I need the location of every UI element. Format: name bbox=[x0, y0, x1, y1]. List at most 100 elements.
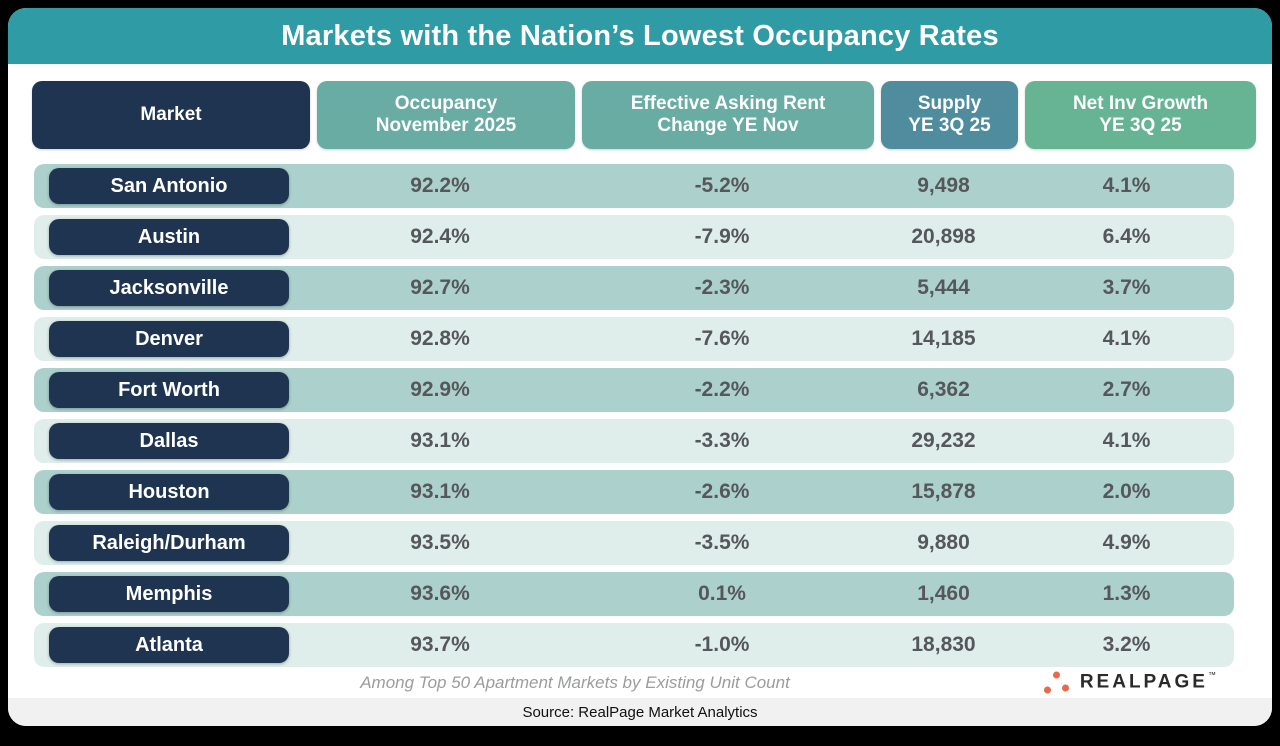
occupancy-value: 93.1% bbox=[410, 429, 470, 452]
market-cell: Raleigh/Durham bbox=[34, 521, 304, 565]
header-occupancy-line2: November 2025 bbox=[375, 115, 517, 136]
market-pill: Denver bbox=[49, 321, 289, 357]
footer: Among Top 50 Apartment Markets by Existi… bbox=[8, 667, 1272, 698]
realpage-logo-text: REALPAGE™ bbox=[1079, 670, 1216, 693]
header-occupancy: Occupancy November 2025 bbox=[317, 81, 575, 149]
table-row: Houston 93.1% -2.6% 15,878 2.0% bbox=[34, 470, 1234, 514]
market-cell: Jacksonville bbox=[34, 266, 304, 310]
net-inv-growth-value: 6.4% bbox=[1102, 225, 1151, 248]
net-inv-growth-value: 4.1% bbox=[1102, 429, 1151, 452]
table-row: Fort Worth 92.9% -2.2% 6,362 2.7% bbox=[34, 368, 1234, 412]
supply-value: 14,185 bbox=[911, 327, 976, 350]
market-cell: Atlanta bbox=[34, 623, 304, 667]
net-inv-growth-value: 4.1% bbox=[1102, 327, 1151, 350]
occupancy-value: 92.7% bbox=[410, 276, 470, 299]
market-name: Fort Worth bbox=[118, 378, 220, 401]
header-market: Market bbox=[32, 81, 310, 149]
occupancy-value: 93.6% bbox=[410, 582, 470, 605]
infographic-card: Markets with the Nation’s Lowest Occupan… bbox=[8, 8, 1272, 726]
rent-change-value: -2.6% bbox=[694, 480, 750, 503]
market-pill: Austin bbox=[49, 219, 289, 255]
market-name: Raleigh/Durham bbox=[92, 531, 246, 554]
market-cell: Houston bbox=[34, 470, 304, 514]
header-rent-line2: Change YE Nov bbox=[657, 115, 799, 136]
occupancy-value: 92.2% bbox=[410, 174, 470, 197]
supply-value: 6,362 bbox=[917, 378, 970, 401]
market-pill: Fort Worth bbox=[49, 372, 289, 408]
market-name: Dallas bbox=[139, 429, 199, 452]
market-name: Houston bbox=[128, 480, 210, 503]
table-row: Memphis 93.6% 0.1% 1,460 1.3% bbox=[34, 572, 1234, 616]
realpage-logo: REALPAGE™ bbox=[1043, 669, 1216, 696]
rent-change-value: 0.1% bbox=[698, 582, 746, 605]
table-row: Atlanta 93.7% -1.0% 18,830 3.2% bbox=[34, 623, 1234, 667]
header-rent-change: Effective Asking Rent Change YE Nov bbox=[582, 81, 874, 149]
market-cell: San Antonio bbox=[34, 164, 304, 208]
occupancy-value: 93.1% bbox=[410, 480, 470, 503]
net-inv-growth-value: 3.2% bbox=[1102, 633, 1151, 656]
market-name: Memphis bbox=[125, 582, 213, 605]
supply-value: 29,232 bbox=[911, 429, 976, 452]
supply-value: 15,878 bbox=[911, 480, 976, 503]
title-bar: Markets with the Nation’s Lowest Occupan… bbox=[8, 8, 1272, 64]
table-row: Austin 92.4% -7.9% 20,898 6.4% bbox=[34, 215, 1234, 259]
source-bar: Source: RealPage Market Analytics bbox=[8, 698, 1272, 726]
table-body: San Antonio 92.2% -5.2% 9,498 4.1% Austi… bbox=[34, 164, 1234, 667]
net-inv-growth-value: 4.1% bbox=[1102, 174, 1151, 197]
supply-value: 20,898 bbox=[911, 225, 976, 248]
header-net-inv-growth: Net Inv Growth YE 3Q 25 bbox=[1025, 81, 1256, 149]
trademark-symbol: ™ bbox=[1208, 670, 1216, 680]
header-supply-line2: YE 3Q 25 bbox=[908, 115, 991, 136]
table-header-row: Market Occupancy November 2025 Effective… bbox=[32, 81, 1272, 149]
market-cell: Dallas bbox=[34, 419, 304, 463]
supply-value: 18,830 bbox=[911, 633, 976, 656]
occupancy-value: 92.4% bbox=[410, 225, 470, 248]
market-pill: Jacksonville bbox=[49, 270, 289, 306]
header-supply: Supply YE 3Q 25 bbox=[881, 81, 1018, 149]
supply-value: 1,460 bbox=[917, 582, 970, 605]
net-inv-growth-value: 3.7% bbox=[1102, 276, 1151, 299]
source-text: Source: RealPage Market Analytics bbox=[522, 703, 758, 721]
header-occupancy-line1: Occupancy bbox=[394, 92, 498, 114]
header-market-label: Market bbox=[140, 103, 202, 125]
market-cell: Memphis bbox=[34, 572, 304, 616]
market-pill: San Antonio bbox=[49, 168, 289, 204]
occupancy-value: 93.5% bbox=[410, 531, 470, 554]
rent-change-value: -7.6% bbox=[694, 327, 750, 350]
supply-value: 9,498 bbox=[917, 174, 970, 197]
table-row: Dallas 93.1% -3.3% 29,232 4.1% bbox=[34, 419, 1234, 463]
table-row: San Antonio 92.2% -5.2% 9,498 4.1% bbox=[34, 164, 1234, 208]
rent-change-value: -2.2% bbox=[694, 378, 750, 401]
supply-value: 9,880 bbox=[917, 531, 970, 554]
occupancy-value: 92.9% bbox=[410, 378, 470, 401]
supply-value: 5,444 bbox=[917, 276, 970, 299]
market-name: San Antonio bbox=[110, 174, 228, 197]
occupancy-value: 93.7% bbox=[410, 633, 470, 656]
table-row: Jacksonville 92.7% -2.3% 5,444 3.7% bbox=[34, 266, 1234, 310]
market-cell: Fort Worth bbox=[34, 368, 304, 412]
page-title: Markets with the Nation’s Lowest Occupan… bbox=[281, 19, 999, 52]
net-inv-growth-value: 4.9% bbox=[1102, 531, 1151, 554]
rent-change-value: -3.5% bbox=[694, 531, 750, 554]
header-netinv-line1: Net Inv Growth bbox=[1072, 92, 1209, 114]
rent-change-value: -5.2% bbox=[694, 174, 750, 197]
footnote: Among Top 50 Apartment Markets by Existi… bbox=[360, 672, 790, 692]
market-pill: Memphis bbox=[49, 576, 289, 612]
table-row: Denver 92.8% -7.6% 14,185 4.1% bbox=[34, 317, 1234, 361]
market-name: Atlanta bbox=[135, 633, 203, 656]
market-cell: Austin bbox=[34, 215, 304, 259]
header-rent-line1: Effective Asking Rent bbox=[630, 92, 826, 114]
rent-change-value: -2.3% bbox=[694, 276, 750, 299]
rent-change-value: -1.0% bbox=[694, 633, 750, 656]
rent-change-value: -7.9% bbox=[694, 225, 750, 248]
net-inv-growth-value: 1.3% bbox=[1102, 582, 1151, 605]
market-name: Jacksonville bbox=[109, 276, 229, 299]
header-supply-line1: Supply bbox=[917, 92, 982, 114]
table-row: Raleigh/Durham 93.5% -3.5% 9,880 4.9% bbox=[34, 521, 1234, 565]
market-name: Austin bbox=[137, 225, 201, 248]
net-inv-growth-value: 2.0% bbox=[1102, 480, 1151, 503]
net-inv-growth-value: 2.7% bbox=[1102, 378, 1151, 401]
market-pill: Atlanta bbox=[49, 627, 289, 663]
market-name: Denver bbox=[135, 327, 203, 350]
market-cell: Denver bbox=[34, 317, 304, 361]
